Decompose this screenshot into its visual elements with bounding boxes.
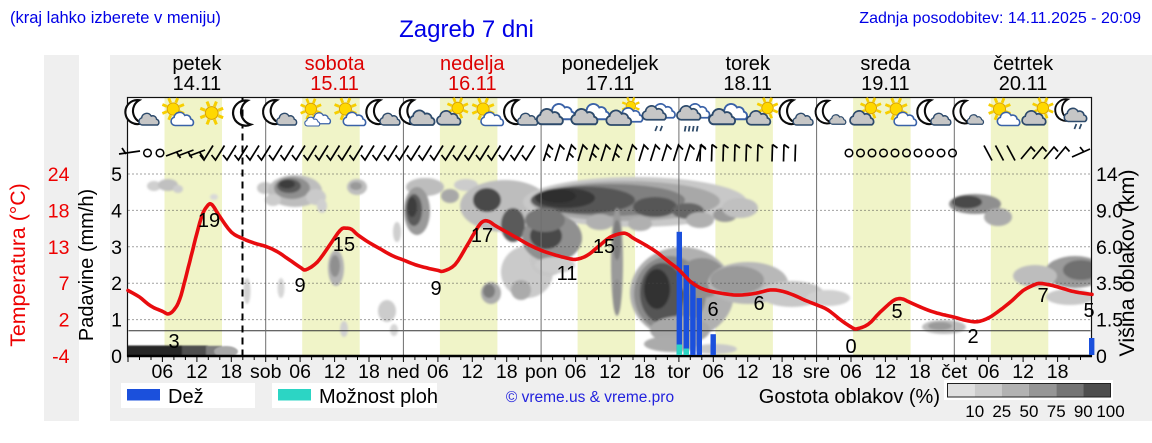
svg-text:100: 100	[1096, 402, 1124, 421]
svg-text:12: 12	[324, 361, 346, 383]
svg-text:06: 06	[289, 361, 311, 383]
svg-text:2: 2	[59, 310, 70, 332]
svg-text:5: 5	[111, 164, 122, 186]
svg-text:Možnost ploh: Možnost ploh	[319, 386, 438, 408]
svg-text:11: 11	[557, 263, 578, 285]
svg-text:Zadnja posodobitev: 14.11.2025: Zadnja posodobitev: 14.11.2025 - 20:09	[859, 10, 1141, 27]
svg-text:0: 0	[1096, 346, 1107, 368]
svg-text:06: 06	[978, 361, 1000, 383]
svg-text:12: 12	[737, 361, 759, 383]
svg-text:18.11: 18.11	[723, 73, 772, 95]
svg-text:15: 15	[593, 236, 615, 258]
svg-text:18: 18	[220, 361, 242, 383]
svg-text:06: 06	[702, 361, 724, 383]
svg-text:6: 6	[707, 299, 718, 321]
svg-text:9: 9	[430, 278, 441, 300]
svg-text:50: 50	[1020, 402, 1039, 421]
svg-text:Temperatura (°C): Temperatura (°C)	[6, 183, 30, 347]
svg-text:1: 1	[111, 310, 122, 332]
svg-text:2: 2	[111, 273, 122, 295]
svg-text:nedelja: nedelja	[440, 53, 505, 75]
svg-text:18: 18	[496, 361, 518, 383]
svg-text:6.0: 6.0	[1096, 237, 1123, 259]
svg-text:18: 18	[1047, 361, 1069, 383]
svg-text:90: 90	[1074, 402, 1093, 421]
svg-text:Padavine (mm/h): Padavine (mm/h)	[76, 189, 98, 341]
svg-text:15.11: 15.11	[310, 73, 359, 95]
svg-text:torek: torek	[725, 53, 770, 75]
svg-text:2: 2	[967, 326, 978, 348]
svg-text:06: 06	[152, 361, 174, 383]
svg-text:75: 75	[1047, 402, 1066, 421]
svg-text:1.5: 1.5	[1096, 310, 1123, 332]
svg-text:9.0: 9.0	[1096, 200, 1123, 222]
svg-text:12: 12	[1012, 361, 1034, 383]
svg-text:5: 5	[891, 301, 902, 323]
svg-text:čet: čet	[941, 361, 968, 383]
svg-text:12: 12	[599, 361, 621, 383]
svg-text:14.11: 14.11	[173, 73, 222, 95]
svg-text:3.5: 3.5	[1096, 273, 1123, 295]
svg-text:06: 06	[840, 361, 862, 383]
svg-text:17.11: 17.11	[586, 73, 635, 95]
svg-text:ned: ned	[387, 361, 420, 383]
svg-text:3: 3	[168, 331, 179, 353]
svg-text:15: 15	[333, 234, 355, 256]
svg-text:(kraj lahko izberete v meniju): (kraj lahko izberete v meniju)	[10, 9, 221, 27]
svg-text:pon: pon	[525, 361, 558, 383]
svg-text:Zagreb 7 dni: Zagreb 7 dni	[399, 16, 534, 43]
svg-text:6: 6	[753, 293, 764, 315]
svg-text:13: 13	[48, 237, 70, 259]
svg-text:16.11: 16.11	[448, 73, 497, 95]
svg-text:Dež: Dež	[168, 386, 204, 408]
svg-text:sobota: sobota	[305, 53, 366, 75]
svg-text:19.11: 19.11	[861, 73, 910, 95]
svg-text:20.11: 20.11	[999, 73, 1048, 95]
svg-text:5: 5	[1083, 300, 1094, 322]
svg-text:18: 18	[48, 200, 70, 222]
svg-text:18: 18	[771, 361, 793, 383]
svg-text:petek: petek	[172, 53, 222, 75]
svg-text:Višina oblakov (km): Višina oblakov (km)	[1115, 169, 1139, 356]
svg-text:12: 12	[186, 361, 208, 383]
svg-text:12: 12	[875, 361, 897, 383]
svg-text:10: 10	[965, 402, 984, 421]
svg-text:© vreme.us & vreme.pro: © vreme.us & vreme.pro	[506, 389, 674, 406]
svg-text:18: 18	[909, 361, 931, 383]
svg-text:19: 19	[198, 210, 220, 232]
svg-text:četrtek: četrtek	[993, 53, 1054, 75]
svg-text:3: 3	[111, 237, 122, 259]
svg-text:7: 7	[1037, 285, 1048, 307]
svg-text:7: 7	[59, 273, 70, 295]
svg-text:sob: sob	[250, 361, 282, 383]
svg-text:24: 24	[48, 164, 70, 186]
svg-text:4: 4	[111, 200, 122, 222]
svg-text:18: 18	[634, 361, 656, 383]
svg-text:-4: -4	[52, 346, 69, 368]
svg-text:0: 0	[845, 336, 856, 358]
svg-text:06: 06	[427, 361, 449, 383]
svg-text:tor: tor	[668, 361, 691, 383]
svg-text:sre: sre	[803, 361, 830, 383]
svg-text:9: 9	[294, 275, 305, 297]
svg-text:ponedeljek: ponedeljek	[562, 53, 660, 75]
svg-text:17: 17	[471, 225, 493, 247]
svg-text:sreda: sreda	[860, 53, 911, 75]
svg-text:Gostota oblakov (%): Gostota oblakov (%)	[759, 386, 940, 408]
svg-text:12: 12	[461, 361, 483, 383]
svg-text:18: 18	[358, 361, 380, 383]
svg-text:0: 0	[111, 346, 122, 368]
svg-text:25: 25	[992, 402, 1011, 421]
svg-text:14: 14	[1096, 164, 1118, 186]
svg-text:06: 06	[565, 361, 587, 383]
